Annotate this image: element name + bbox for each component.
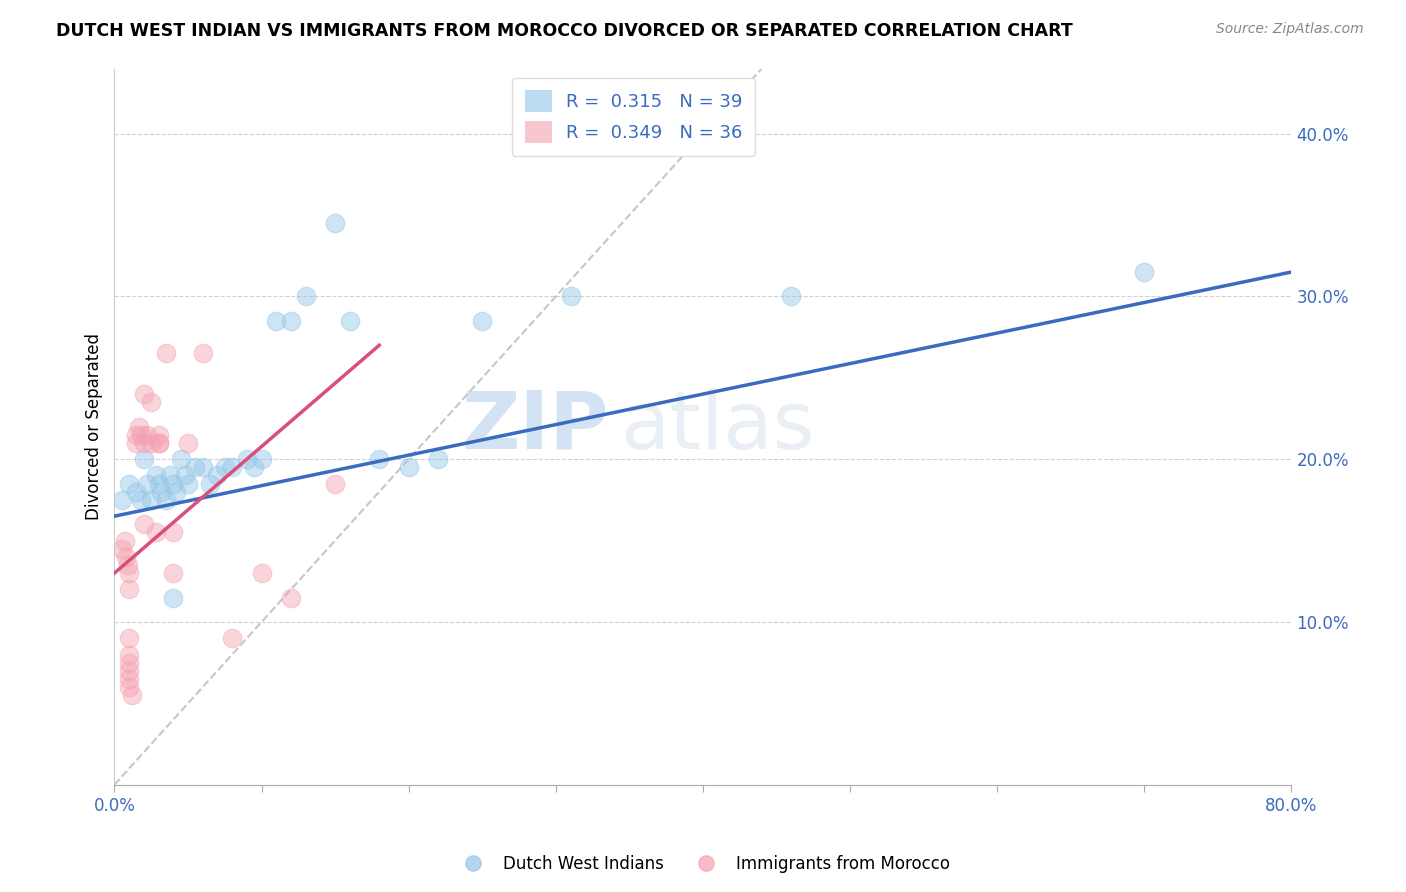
Point [135, 427, 157, 442]
Point [214, 460, 236, 475]
Point [118, 680, 141, 694]
Point [162, 566, 184, 581]
Point [111, 541, 134, 556]
Point [129, 427, 152, 442]
Point [155, 492, 177, 507]
Point [174, 468, 197, 483]
Point [132, 387, 155, 401]
Point [118, 656, 141, 670]
Point [148, 476, 170, 491]
Point [114, 533, 136, 548]
Point [323, 216, 346, 230]
Point [264, 314, 287, 328]
Point [280, 314, 302, 328]
Point [115, 549, 138, 564]
Point [162, 476, 184, 491]
Point [780, 289, 803, 303]
Point [125, 484, 148, 499]
Point [1133, 265, 1156, 279]
Point [141, 395, 163, 409]
Point [118, 582, 141, 597]
Point [162, 525, 184, 540]
Point [118, 664, 141, 678]
Point [294, 289, 316, 303]
Point [145, 525, 167, 540]
Point [191, 460, 214, 475]
Point [111, 492, 134, 507]
Point [323, 476, 346, 491]
Point [141, 436, 163, 450]
Point [165, 484, 187, 499]
Point [121, 688, 143, 702]
Point [141, 492, 163, 507]
Point [221, 632, 243, 646]
Point [118, 566, 141, 581]
Point [184, 460, 207, 475]
Point [177, 476, 200, 491]
Point [118, 476, 141, 491]
Y-axis label: Divorced or Separated: Divorced or Separated [86, 333, 103, 520]
Point [177, 436, 200, 450]
Point [118, 632, 141, 646]
Point [132, 436, 155, 450]
Point [155, 346, 177, 360]
Text: atlas: atlas [620, 388, 815, 466]
Text: ZIP: ZIP [461, 388, 609, 466]
Point [427, 452, 450, 467]
Legend: R =  0.315   N = 39, R =  0.349   N = 36: R = 0.315 N = 39, R = 0.349 N = 36 [512, 78, 755, 156]
Text: Source: ZipAtlas.com: Source: ZipAtlas.com [1216, 22, 1364, 37]
Legend: Dutch West Indians, Immigrants from Morocco: Dutch West Indians, Immigrants from Moro… [450, 848, 956, 880]
Point [339, 314, 361, 328]
Point [191, 346, 214, 360]
Point [135, 476, 157, 491]
Point [150, 484, 173, 499]
Point [125, 427, 148, 442]
Point [243, 460, 266, 475]
Point [148, 436, 170, 450]
Point [368, 452, 391, 467]
Point [250, 452, 273, 467]
Point [132, 452, 155, 467]
Point [221, 460, 243, 475]
Point [148, 436, 170, 450]
Point [236, 452, 259, 467]
Point [125, 436, 148, 450]
Point [198, 476, 221, 491]
Point [162, 591, 184, 605]
Point [118, 648, 141, 662]
Point [148, 427, 170, 442]
Point [159, 468, 181, 483]
Point [280, 591, 302, 605]
Point [250, 566, 273, 581]
Point [398, 460, 420, 475]
Point [129, 492, 152, 507]
Point [128, 419, 150, 434]
Point [118, 672, 141, 686]
Point [471, 314, 494, 328]
Point [132, 517, 155, 532]
Point [207, 468, 229, 483]
Point [117, 558, 139, 572]
Point [145, 468, 167, 483]
Point [560, 289, 582, 303]
Text: DUTCH WEST INDIAN VS IMMIGRANTS FROM MOROCCO DIVORCED OR SEPARATED CORRELATION C: DUTCH WEST INDIAN VS IMMIGRANTS FROM MOR… [56, 22, 1073, 40]
Point [169, 452, 191, 467]
